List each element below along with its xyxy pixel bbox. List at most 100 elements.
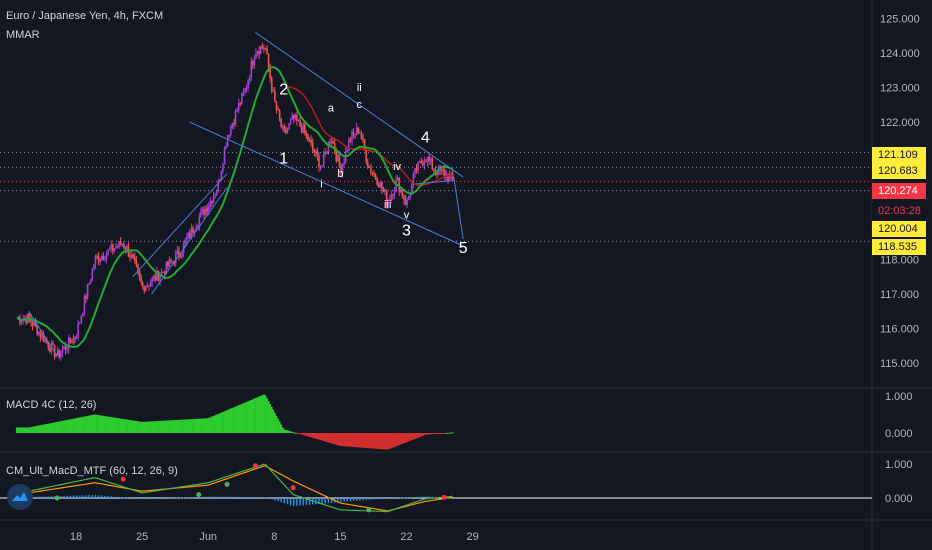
candle-body (110, 244, 113, 249)
macd-bar (173, 420, 176, 433)
candle-body (226, 135, 229, 147)
macd-bar (170, 420, 172, 433)
candle-body (318, 155, 320, 167)
macd-bar (417, 433, 420, 438)
cm-hist-bar (422, 496, 424, 498)
macd-bar (64, 420, 67, 433)
cm-hist-bar (41, 496, 43, 498)
macd-bar (425, 433, 427, 435)
candle-body (371, 172, 374, 174)
macd-bar (415, 433, 418, 439)
macd-bar (22, 427, 24, 433)
macd-bar (396, 433, 399, 446)
macd-bar (357, 433, 360, 448)
macd-bar (74, 418, 76, 433)
candle-body (332, 141, 334, 144)
candle-body (201, 208, 204, 212)
macd-bar (423, 433, 426, 436)
candle-body (28, 313, 31, 318)
macd-bar (432, 433, 435, 435)
candle-body (315, 150, 317, 153)
macd-bar (28, 427, 31, 433)
candle-body (420, 161, 423, 164)
candle-body (63, 346, 65, 350)
macd-bar (392, 433, 394, 448)
candle-body (253, 58, 256, 65)
candle-body (451, 173, 454, 180)
y-tick-label: 124.000 (880, 48, 920, 60)
tradingview-logo-icon[interactable] (7, 484, 33, 510)
candle-body (448, 175, 451, 182)
macd-bar (130, 420, 133, 433)
cm-macd-pane-title[interactable]: CM_Ult_MacD_MTF (60, 12, 26, 9) (6, 465, 178, 477)
cm-hist-bar (321, 498, 323, 504)
candle-body (86, 284, 89, 299)
candle-body (67, 337, 70, 350)
macd-bar (30, 427, 32, 433)
macd-bar (118, 418, 120, 433)
candle-body (228, 134, 231, 136)
cm-hist-bar (387, 498, 389, 499)
macd-bar (34, 426, 37, 433)
candle-body (300, 126, 303, 133)
macd-bar (50, 423, 53, 433)
cm-hist-bar (186, 497, 188, 499)
macd-bar (285, 429, 287, 433)
macd-bar (450, 432, 453, 434)
candle-body (406, 199, 408, 206)
macd-bar (26, 427, 29, 433)
macd-bar (44, 424, 47, 433)
cm-hist-bar (138, 498, 141, 499)
candle-body (223, 148, 226, 165)
cm-hist-bar (226, 496, 229, 498)
wave-label: c (357, 99, 363, 111)
candle-body (418, 161, 421, 163)
cm-hist-bar (201, 496, 204, 498)
macd-bar (75, 418, 78, 433)
candle-body (296, 114, 298, 121)
candle-body (272, 90, 275, 92)
candle-body (47, 342, 50, 349)
x-tick-label: 8 (271, 531, 277, 543)
cm-hist-bar (393, 498, 396, 499)
candle-body (343, 161, 345, 165)
candle-body (66, 349, 68, 351)
macd-bar (335, 433, 338, 445)
macd-bar (239, 404, 242, 433)
candle-body (349, 139, 352, 141)
macd-bar (100, 415, 103, 433)
cm-hist-bar (173, 497, 175, 499)
candle-body (217, 180, 220, 192)
candle-body (359, 133, 361, 135)
macd-pane-title[interactable]: MACD 4C (12, 26) (6, 399, 97, 411)
cm-hist-bar (264, 497, 267, 499)
candle-body (362, 138, 364, 140)
candle-body (181, 252, 183, 258)
cm-hist-bar (318, 498, 320, 504)
candle-body (89, 279, 92, 283)
macd-bar (278, 421, 281, 433)
macd-bar (225, 410, 228, 433)
cm-hist-bar (116, 496, 119, 498)
macd-bar (314, 433, 317, 439)
symbol-title[interactable]: Euro / Japanese Yen, 4h, FXCM (6, 10, 164, 22)
wave-label: b (337, 168, 343, 180)
candle-body (401, 189, 404, 197)
macd-bar (56, 421, 59, 433)
macd-bar (187, 419, 190, 433)
candle-body (156, 270, 158, 281)
candle-body (77, 323, 79, 338)
macd-bar (332, 433, 335, 444)
candle-body (414, 168, 416, 175)
macd-bar (247, 401, 250, 433)
price-tag-r1: 121.109 (872, 147, 926, 163)
candle-body (196, 225, 199, 229)
candle-body (141, 282, 144, 287)
indicator-name[interactable]: MMAR (6, 29, 40, 41)
candle-body (190, 227, 193, 238)
candle-body (82, 312, 84, 316)
macd-bar (127, 419, 130, 433)
candle-body (99, 259, 101, 262)
candle-body (340, 166, 342, 174)
candle-body (60, 352, 62, 358)
